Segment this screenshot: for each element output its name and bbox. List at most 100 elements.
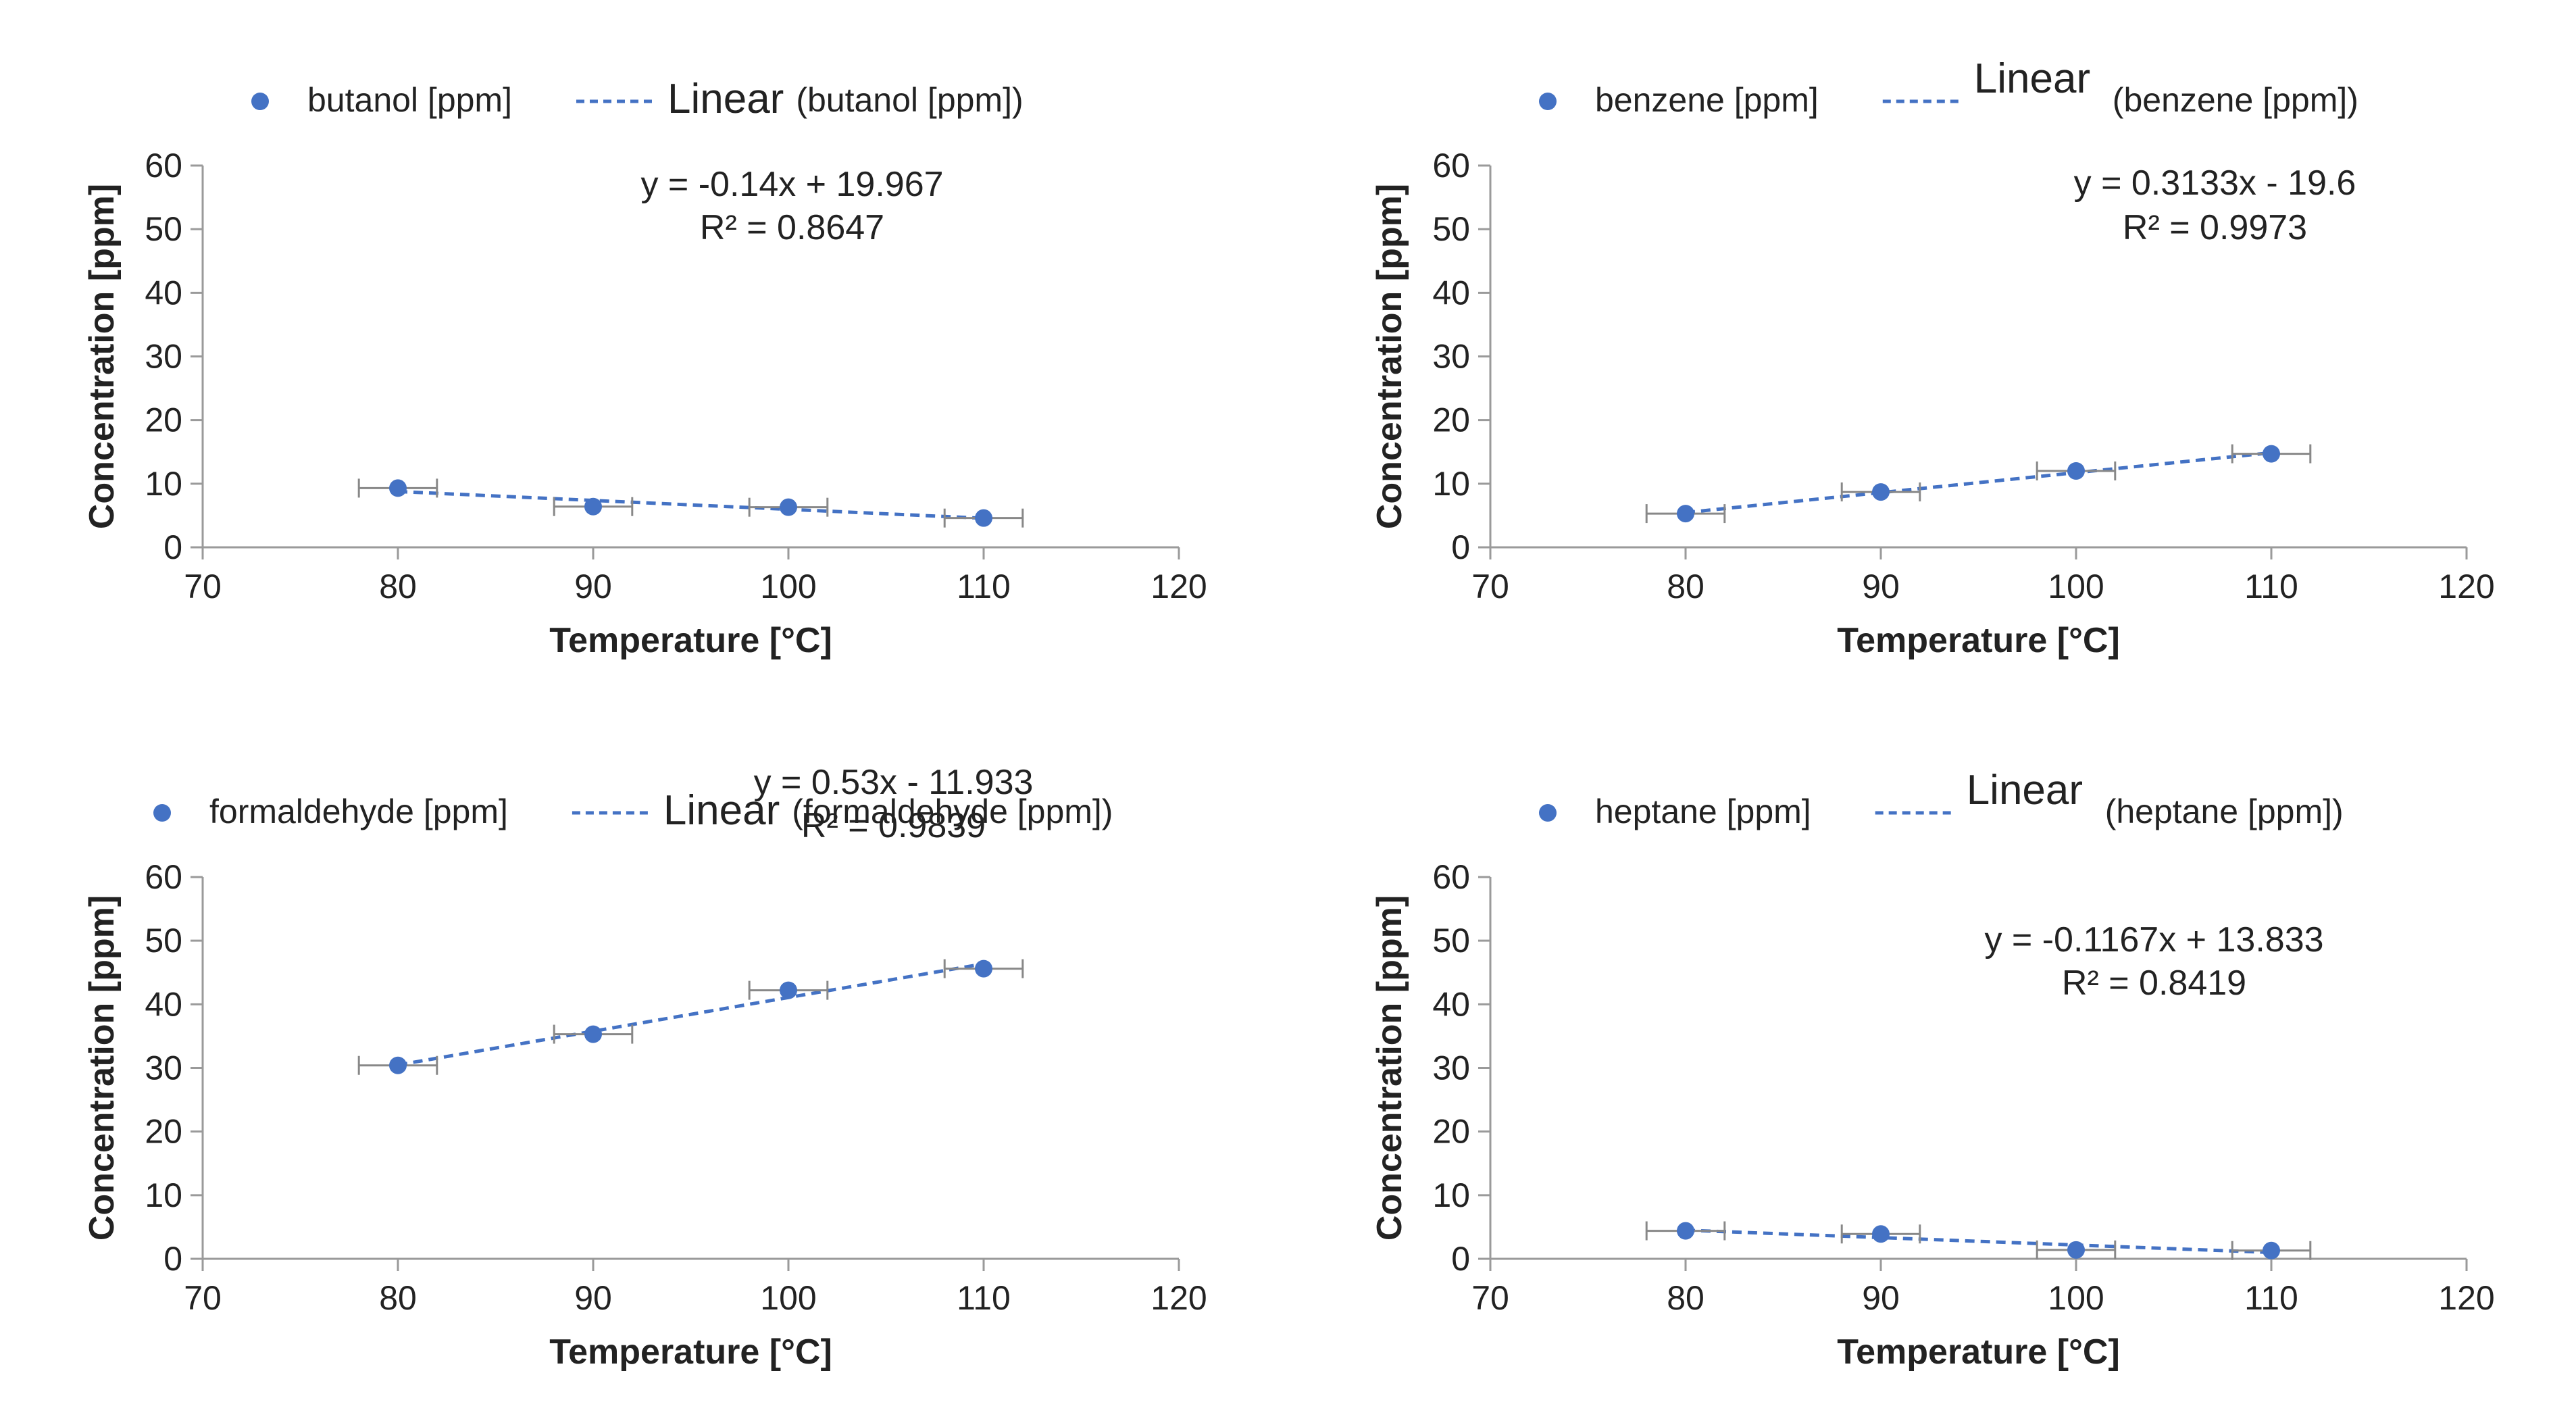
legend-marker-icon [1539,804,1557,822]
r-squared: R² = 0.9839 [801,806,986,845]
y-axis-title: Concentration [ppm] [82,184,122,529]
y-tick-label: 60 [145,147,182,184]
x-axis-title: Temperature [°C] [1837,621,2120,660]
y-tick-label: 0 [1451,528,1470,566]
y-axis-title: Concentration [ppm] [1370,895,1409,1241]
x-tick-label: 100 [760,1279,816,1317]
data-point-formaldehyde-ppm-80[interactable] [389,1056,407,1074]
chart-svg-benzene: 0 10 20 30 40 50 60 70 80 90 100 110 120 Temperature … [1370,55,2495,660]
x-tick-label: 90 [1862,568,1900,605]
x-tick-label: 120 [2438,568,2494,605]
x-tick-label: 80 [379,1279,417,1317]
r-squared: R² = 0.8419 [2062,964,2246,1003]
y-tick-label: 60 [1432,858,1470,896]
y-tick-label: 60 [145,858,182,896]
chart-svg-heptane: 0 10 20 30 40 50 60 70 80 90 100 110 120 Temperature … [1370,767,2495,1372]
y-tick-label: 40 [1432,274,1470,311]
legend-marker-icon [251,93,269,110]
y-tick-label: 20 [145,401,182,439]
data-point-formaldehyde-ppm-110[interactable] [975,959,992,978]
data-point-heptane-ppm-110[interactable] [2263,1241,2280,1259]
trendline-equation: y = 0.3133x - 19.6 [2074,164,2356,203]
data-point-butanol-ppm-80[interactable] [389,479,407,497]
y-tick-label: 50 [1432,210,1470,248]
y-tick-label: 10 [1432,1176,1470,1214]
data-point-heptane-ppm-90[interactable] [1872,1225,1890,1243]
data-point-benzene-ppm-100[interactable] [2067,462,2085,480]
x-tick-label: 120 [1151,1279,1207,1317]
data-point-benzene-ppm-80[interactable] [1677,505,1694,523]
x-axis-title: Temperature [°C] [549,1332,832,1372]
x-tick-label: 90 [1862,1279,1900,1317]
x-tick-label: 110 [957,1279,1011,1317]
trendline-equation: y = -0.14x + 19.967 [640,165,943,204]
legend-trend-label: (heptane [ppm]) [2105,793,2344,830]
r-squared: R² = 0.8647 [700,208,884,247]
r-squared: R² = 0.9973 [2123,208,2307,247]
y-tick-label: 20 [1432,401,1470,439]
legend-label: butanol [ppm] [307,81,512,119]
x-tick-label: 70 [184,568,222,605]
y-tick-label: 40 [1432,985,1470,1023]
y-tick-label: 30 [145,1049,182,1087]
y-tick-label: 0 [1451,1240,1470,1278]
chart-panel-heptane: 0 10 20 30 40 50 60 70 80 90 100 110 120 Temperature … [1288,712,2575,1423]
x-tick-label: 110 [2244,1279,2298,1317]
chart-panel-butanol: 0 10 20 30 40 50 60 70 80 90 100 110 120 Temperature … [0,0,1288,712]
x-tick-label: 90 [574,568,612,605]
data-point-butanol-ppm-110[interactable] [975,509,992,527]
y-tick-label: 30 [145,338,182,376]
chart-panel-formaldehyde: 0 10 20 30 40 50 60 70 80 90 100 110 120 Temperature … [0,712,1288,1423]
x-axis-title: Temperature [°C] [1837,1332,2120,1372]
data-point-formaldehyde-ppm-90[interactable] [584,1025,602,1043]
legend-trend-label: (butanol [ppm]) [796,81,1023,119]
legend-label: heptane [ppm] [1595,793,1811,830]
legend-trend-label: (benzene [ppm]) [2113,81,2358,119]
x-tick-label: 120 [2438,1279,2494,1317]
x-tick-label: 80 [1667,1279,1704,1317]
y-axis-title: Concentration [ppm] [1370,184,1409,529]
x-axis-title: Temperature [°C] [549,621,832,660]
y-axis-title: Concentration [ppm] [82,895,122,1241]
y-tick-label: 60 [1432,147,1470,184]
data-point-benzene-ppm-90[interactable] [1872,483,1890,501]
legend-trend-word: Linear [1967,767,2083,814]
chart-svg-formaldehyde: 0 10 20 30 40 50 60 70 80 90 100 110 120 Temperature … [82,763,1207,1372]
legend-trend-word: Linear [667,76,784,122]
trendline [397,489,984,520]
x-tick-label: 120 [1151,568,1207,605]
trendline-equation: y = 0.53x - 11.933 [754,763,1034,802]
trendline [1685,1228,2272,1255]
legend-trend-label: (formaldehyde [ppm]) [792,793,1113,830]
legend-label: formaldehyde [ppm] [209,793,508,830]
y-tick-label: 0 [163,528,182,566]
trendline-equation: y = -0.1167x + 13.833 [1984,920,2323,959]
x-tick-label: 70 [184,1279,222,1317]
y-tick-label: 50 [145,210,182,248]
legend-trend-word: Linear [663,787,780,834]
x-tick-label: 80 [1667,568,1704,605]
y-tick-label: 20 [1432,1113,1470,1151]
y-tick-label: 10 [145,1176,182,1214]
x-tick-label: 100 [2048,1279,2104,1317]
data-point-heptane-ppm-80[interactable] [1677,1222,1694,1240]
y-tick-label: 10 [145,465,182,503]
chart-panel-benzene: 0 10 20 30 40 50 60 70 80 90 100 110 120 Temperature … [1288,0,2575,712]
x-tick-label: 110 [957,568,1011,605]
y-tick-label: 40 [145,985,182,1023]
data-point-formaldehyde-ppm-100[interactable] [780,981,797,999]
y-tick-label: 20 [145,1113,182,1151]
data-point-benzene-ppm-110[interactable] [2263,445,2280,463]
trendline [397,962,984,1067]
legend-label: benzene [ppm] [1595,81,1819,119]
x-tick-label: 100 [760,568,816,605]
data-point-butanol-ppm-100[interactable] [780,498,797,516]
data-point-butanol-ppm-90[interactable] [584,497,602,516]
y-tick-label: 50 [145,922,182,959]
data-point-heptane-ppm-100[interactable] [2067,1241,2085,1259]
legend-marker-icon [153,804,171,822]
chart-svg-butanol: 0 10 20 30 40 50 60 70 80 90 100 110 120 Temperature … [82,76,1207,660]
legend-marker-icon [1539,93,1557,110]
y-tick-label: 0 [163,1240,182,1278]
x-tick-label: 70 [1471,1279,1509,1317]
